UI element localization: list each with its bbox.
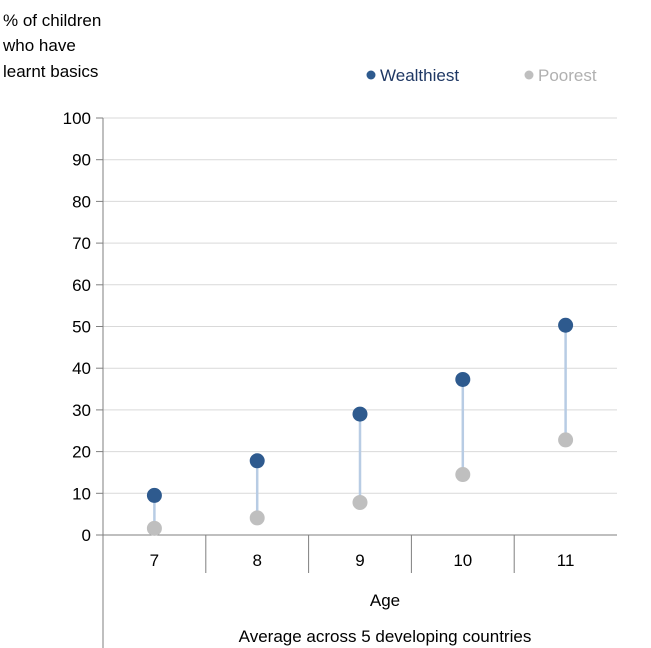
axes [102,118,617,648]
y-tick-label-30: 30 [72,401,91,420]
point-poorest-age-7 [146,520,162,536]
legend-marker-wealthiest [366,70,376,80]
point-wealthiest-age-11 [558,317,574,333]
point-wealthiest-age-7 [146,487,162,503]
y-tick-label-10: 10 [72,484,91,503]
legend: Wealthiest Poorest [366,66,597,85]
y-tick-label-60: 60 [72,276,91,295]
x-tick-label-8: 8 [252,551,261,570]
y-tick-label-50: 50 [72,318,91,337]
y-tick-label-0: 0 [82,526,91,545]
x-axis-ticks: 7 8 9 10 11 [150,535,575,573]
y-tick-label-100: 100 [63,109,91,128]
legend-label-poorest: Poorest [538,66,597,85]
x-tick-label-9: 9 [355,551,364,570]
point-wealthiest-age-9 [352,406,368,422]
y-tick-label-80: 80 [72,192,91,211]
gridlines [103,117,617,494]
point-poorest-age-9 [352,494,368,510]
y-axis-ticks: 0 10 20 30 40 50 60 70 80 90 100 [63,109,103,545]
y-tick-label-90: 90 [72,151,91,170]
point-wealthiest-age-8 [249,453,265,469]
x-tick-label-11: 11 [557,551,575,570]
y-axis-label: % of children who have learnt basics [2,11,101,81]
data-points [146,317,574,536]
point-wealthiest-age-10 [455,371,471,387]
y-tick-label-70: 70 [72,234,91,253]
chart-subtitle: Average across 5 developing countries [239,627,532,646]
y-axis-label-line-3: learnt basics [3,62,98,81]
y-tick-label-20: 20 [72,443,91,462]
legend-label-wealthiest: Wealthiest [380,66,459,85]
point-poorest-age-10 [455,467,471,483]
y-axis-label-line-1: % of children [3,11,101,30]
point-poorest-age-8 [249,510,265,526]
x-tick-label-7: 7 [150,551,159,570]
point-poorest-age-11 [558,432,574,448]
y-tick-label-40: 40 [72,359,91,378]
x-axis-label: Age [370,591,400,610]
legend-marker-poorest [524,70,534,80]
x-tick-label-10: 10 [453,551,472,570]
y-axis-label-line-2: who have [2,36,76,55]
